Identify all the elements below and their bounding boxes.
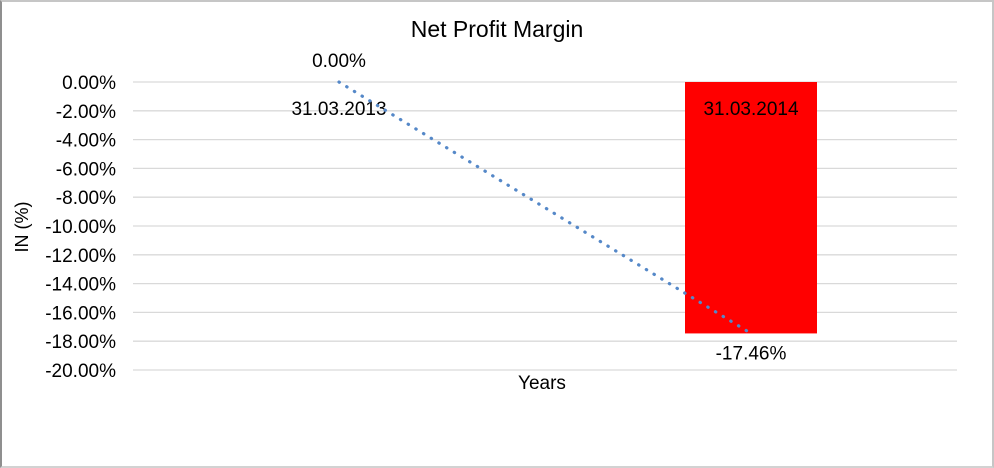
y-tick-label: -12.00% (45, 246, 116, 267)
category-label: 31.03.2013 (291, 99, 386, 120)
y-tick-label: 0.00% (62, 73, 116, 94)
data-label: -17.46% (716, 343, 787, 364)
data-label: 0.00% (312, 51, 366, 72)
y-tick-label: -4.00% (56, 131, 116, 152)
y-tick-label: -18.00% (45, 332, 116, 353)
y-tick-label: -6.00% (56, 159, 116, 180)
y-tick-label: -2.00% (56, 102, 116, 123)
y-tick-label: -16.00% (45, 303, 116, 324)
y-tick-label: -14.00% (45, 275, 116, 296)
x-axis-title: Years (518, 373, 566, 394)
y-tick-label: -20.00% (45, 361, 116, 382)
category-label: 31.03.2014 (703, 99, 799, 120)
y-tick-label: -8.00% (56, 188, 116, 209)
chart-title: Net Profit Margin (410, 16, 584, 42)
y-tick-label: -10.00% (45, 217, 116, 238)
trendline (337, 80, 753, 336)
bar-31.03.2014 (685, 82, 817, 334)
